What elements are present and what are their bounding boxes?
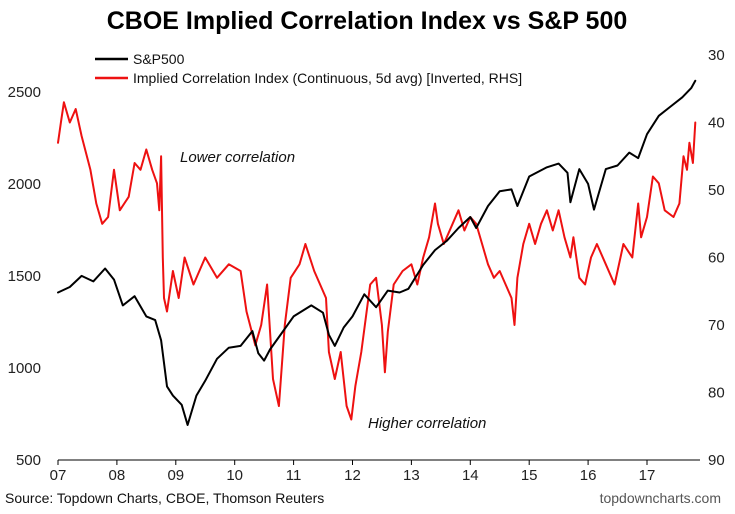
x-tick-label: 14 <box>462 467 479 484</box>
right-tick-label: 40 <box>708 115 725 132</box>
series-line-sp500 <box>57 79 697 426</box>
x-tick-label: 15 <box>521 467 538 484</box>
left-tick-label: 2000 <box>8 176 41 193</box>
right-tick-label: 60 <box>708 250 725 267</box>
x-tick-label: 09 <box>167 467 184 484</box>
right-tick-label: 80 <box>708 385 725 402</box>
right-tick-label: 50 <box>708 182 725 199</box>
left-tick-label: 1000 <box>8 360 41 377</box>
legend-label-sp500: S&P500 <box>133 51 185 67</box>
right-tick-label: 30 <box>708 47 725 64</box>
x-axis: 07 08 09 10 11 12 13 14 15 16 17 <box>50 459 700 484</box>
right-tick-label: 90 <box>708 452 725 469</box>
x-tick-label: 13 <box>403 467 420 484</box>
legend-label-correlation: Implied Correlation Index (Continuous, 5… <box>133 70 522 86</box>
series-layer <box>57 79 697 426</box>
annotation-lower-correlation: Lower correlation <box>180 149 295 166</box>
x-tick-label: 08 <box>109 467 126 484</box>
brand-watermark: topdowncharts.com <box>600 490 721 506</box>
x-tick-label: 12 <box>344 467 361 484</box>
chart-title: CBOE Implied Correlation Index vs S&P 50… <box>107 7 628 35</box>
x-tick-label: 07 <box>50 467 67 484</box>
left-tick-label: 1500 <box>8 268 41 285</box>
source-note: Source: Topdown Charts, CBOE, Thomson Re… <box>5 490 324 506</box>
left-tick-label: 500 <box>16 452 41 469</box>
legend: S&P500 Implied Correlation Index (Contin… <box>95 51 522 86</box>
x-tick-label: 16 <box>580 467 597 484</box>
annotation-higher-correlation: Higher correlation <box>368 415 486 432</box>
x-tick-label: 11 <box>286 467 302 484</box>
left-tick-label: 2500 <box>8 84 41 101</box>
x-tick-label: 10 <box>226 467 243 484</box>
left-axis-ticks: 500 1000 1500 2000 2500 <box>8 84 41 469</box>
right-axis-ticks: 30 40 50 60 70 80 90 <box>708 47 725 469</box>
x-tick-label: 17 <box>639 467 656 484</box>
series-line-implied-correlation <box>57 101 697 421</box>
right-tick-label: 70 <box>708 317 725 334</box>
